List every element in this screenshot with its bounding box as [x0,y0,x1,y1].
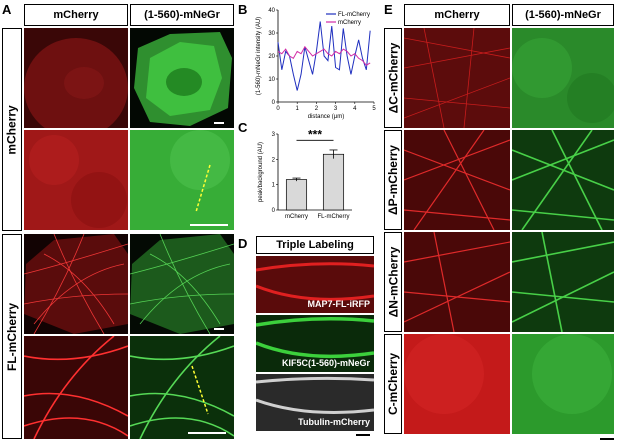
panel-e-image-dc-green [512,28,614,128]
panel-b-label: B [238,2,248,17]
y-tick-label: 2 [272,157,276,163]
panel-a-row-header-mcherry: mCherry [2,28,22,231]
panel-d-label-map7: MAP7-FL-iRFP [307,299,371,309]
scale-bar [190,224,228,226]
x-tick-label: mCherry [285,214,308,220]
panel-d-image-tubulin: Tubulin-mCherry [256,374,374,431]
significance-stars: *** [308,127,322,141]
panel-e-image-dc-red [404,28,510,128]
line-scan-dashed [191,365,209,415]
panel-a-row-header-fl-mcherry: FL-mCherry [2,234,22,439]
panel-a-image-mcherry-zoom-red [24,130,128,230]
x-axis-label: distance (μm) [308,114,344,120]
panel-a-image-fl-zoom-green [130,336,234,439]
panel-e-row-header-dc: ΔC-mCherry [384,28,402,128]
x-tick-label: 5 [372,106,376,112]
panel-e-image-dn-green [512,232,614,332]
panel-b-line-chart: 0 1 2 3 4 5 0 10 20 30 40 distance (μm) (1-560)-mNeG… [256,8,376,120]
panel-a-image-mcherry-zoom-green [130,130,234,230]
panel-d-image-map7: MAP7-FL-iRFP [256,256,374,313]
scale-bar [214,122,224,124]
panel-d-label-tubulin: Tubulin-mCherry [298,417,370,427]
legend-entry: mCherry [338,20,361,26]
panel-e-row-header-dn: ΔN-mCherry [384,232,402,332]
y-tick-label: 10 [268,77,275,83]
y-tick-label: 20 [268,54,275,60]
y-tick-label: 0 [272,208,276,214]
panel-a-col-header-mnegr: (1-560)-mNeGr [130,4,234,26]
y-axis-label: peak/background (AU) [258,142,264,202]
panel-e-col-header-mcherry: mCherry [404,4,510,26]
x-tick-label: 2 [315,106,319,112]
panel-a-label: A [2,2,12,17]
y-axis-label: (1-560)-mNeGr intensity (AU) [256,17,262,95]
panel-a-image-mcherry-cell-red [24,28,128,128]
series-line-mcherry [277,45,371,66]
panel-e-row-header-c: C-mCherry [384,334,402,434]
bar-fl-mcherry [322,153,345,211]
scale-bar [600,438,614,440]
scale-bar [356,434,370,436]
panel-e-col-header-mnegr: (1-560)-mNeGr [512,4,614,26]
panel-c-bar-chart: 0 1 2 3 peak/background (AU) mCherry FL-mCherr… [258,127,352,220]
panel-e-image-c-red [404,334,510,434]
panel-e-image-dn-red [404,232,510,332]
panel-e-row-header-dp: ΔP-mCherry [384,130,402,230]
y-tick-label: 3 [272,132,276,138]
panel-a-image-fl-zoom-red [24,336,128,439]
panel-c-label: C [238,120,248,135]
y-tick-label: 30 [268,31,275,37]
y-tick-label: 1 [272,183,276,189]
panel-e-image-c-green [512,334,614,434]
line-scan-dashed [195,164,211,213]
x-tick-label: 4 [353,106,357,112]
panel-a-image-fl-cell-green [130,234,234,334]
y-tick-label: 40 [268,8,275,14]
panel-a-image-mcherry-cell-green [130,28,234,128]
x-tick-label: FL-mCherry [317,214,349,220]
scale-bar [214,328,224,330]
panel-e-image-dp-red [404,130,510,230]
panel-d-header: Triple Labeling [256,236,374,254]
y-tick-label: 0 [272,100,276,106]
panel-e-label: E [384,2,393,17]
legend-entry: FL-mCherry [338,12,370,18]
scale-bar [188,432,226,434]
panel-d-image-kif5c: KIF5C(1-560)-mNeGr [256,315,374,372]
panel-a-image-fl-cell-red [24,234,128,334]
panel-e-image-dp-green [512,130,614,230]
panel-a-col-header-mcherry: mCherry [24,4,128,26]
x-tick-label: 3 [334,106,338,112]
x-tick-label: 1 [296,106,300,112]
panel-d-label: D [238,236,248,251]
bar-mcherry [285,179,308,211]
panel-d-label-kif5c: KIF5C(1-560)-mNeGr [281,358,370,368]
x-tick-label: 0 [276,106,280,112]
series-line-fl-mcherry [277,21,371,91]
